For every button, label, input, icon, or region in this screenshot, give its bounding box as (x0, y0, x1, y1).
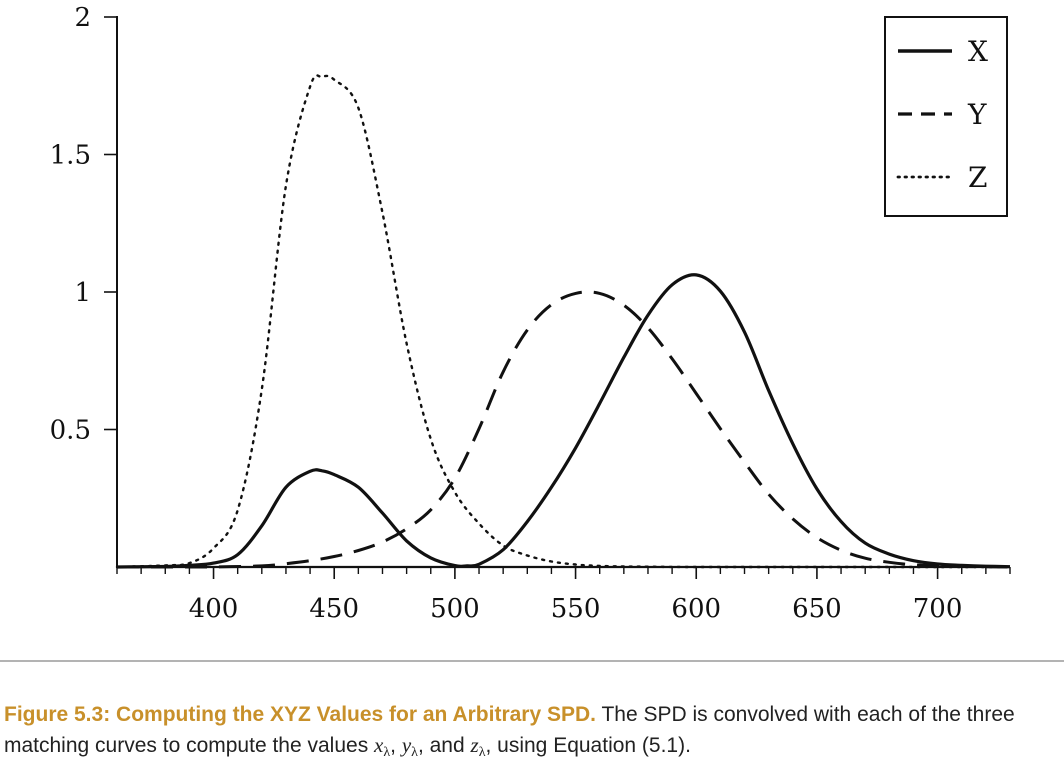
x-tick-label: 600 (671, 594, 721, 624)
y-tick-label: 2 (74, 3, 91, 33)
figure-caption: Figure 5.3: Computing the XYZ Values for… (4, 700, 1062, 768)
figure-title: Figure 5.3: Computing the XYZ Values for… (4, 703, 596, 726)
x-tick-label: 700 (913, 594, 963, 624)
y-tick-label: 1.5 (50, 141, 91, 171)
z-lambda-var: z (470, 733, 479, 757)
y-tick-label: 1 (74, 278, 91, 308)
legend-label-z: Z (968, 161, 987, 194)
caption-divider (0, 660, 1064, 662)
series-z-curve (115, 74, 1012, 569)
legend-label-y: Y (967, 98, 987, 131)
x-lambda-var: x (374, 733, 384, 757)
plot-curves (115, 74, 1012, 569)
x-tick-label: 450 (309, 594, 359, 624)
caption-separator-1: , (390, 734, 402, 757)
series-y-curve (117, 290, 1011, 569)
x-tick-label: 550 (551, 594, 601, 624)
y-lambda-subscript: λ (411, 745, 418, 760)
series-x-curve (116, 273, 1011, 569)
caption-text-part-2: , using Equation (5.1). (485, 734, 691, 757)
y-lambda-var: y (401, 733, 412, 757)
x-lambda-symbol: xλ (374, 733, 391, 760)
axes: 400 450 500 550 600 650 700 0.5 1 1.5 2 (50, 3, 1011, 624)
y-tick-label: 0.5 (50, 416, 91, 446)
legend-box (884, 16, 1008, 217)
z-lambda-symbol: zλ (470, 733, 486, 760)
x-tick-label: 650 (792, 594, 842, 624)
legend: XYZ (884, 16, 1008, 217)
xyz-matching-curves-chart: 400 450 500 550 600 650 700 0.5 1 1.5 2 XYZ (50, 3, 1012, 624)
caption-text-part-1: The SPD is convolved with each of the th… (4, 703, 1015, 757)
y-lambda-symbol: yλ (401, 733, 418, 760)
z-lambda-subscript: λ (478, 745, 486, 760)
legend-label-x: X (968, 35, 988, 68)
x-tick-label: 500 (430, 594, 480, 624)
x-lambda-subscript: λ (383, 745, 391, 760)
x-tick-label: 400 (189, 594, 239, 624)
caption-separator-2: , and (417, 734, 471, 757)
